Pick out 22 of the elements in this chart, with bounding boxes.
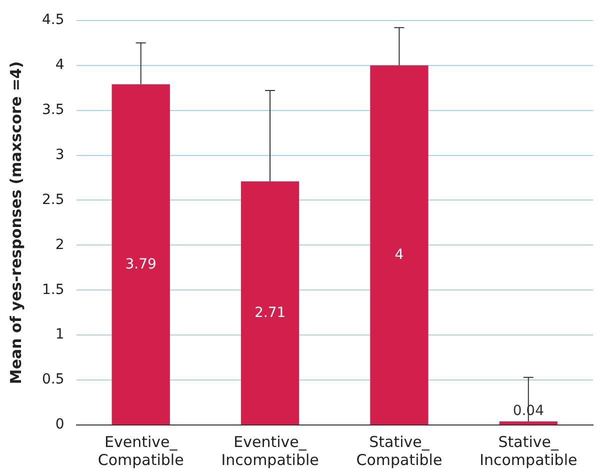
data-label: 4 xyxy=(394,246,404,263)
y-tick-label: 1.5 xyxy=(42,282,64,298)
y-tick-label: 0 xyxy=(55,416,64,433)
y-tick-label: 0.5 xyxy=(42,372,64,388)
x-tick-label: Stative_ Compatible xyxy=(356,432,442,469)
bar xyxy=(499,421,558,424)
y-tick-label: 3.5 xyxy=(42,102,64,118)
y-tick-label: 2.5 xyxy=(42,192,64,208)
x-tick-label: Eventive_ Incompatible xyxy=(221,432,319,469)
bar xyxy=(370,65,428,424)
x-tick-label: Stative_ Incompatible xyxy=(480,432,578,469)
y-tick-label: 4 xyxy=(55,56,64,73)
y-tick-label: 1 xyxy=(55,326,64,343)
y-tick-label: 3 xyxy=(55,146,64,163)
x-tick-label: Eventive_ Compatible xyxy=(98,432,184,469)
data-label: 2.71 xyxy=(254,304,286,321)
bar xyxy=(112,84,170,424)
y-tick-label: 2 xyxy=(55,236,64,253)
data-label: 3.79 xyxy=(125,256,156,272)
bar xyxy=(240,181,300,424)
y-axis-title: Mean of yes-responses (maxscore =4) xyxy=(6,61,25,384)
y-tick-label: 4.5 xyxy=(42,12,64,28)
